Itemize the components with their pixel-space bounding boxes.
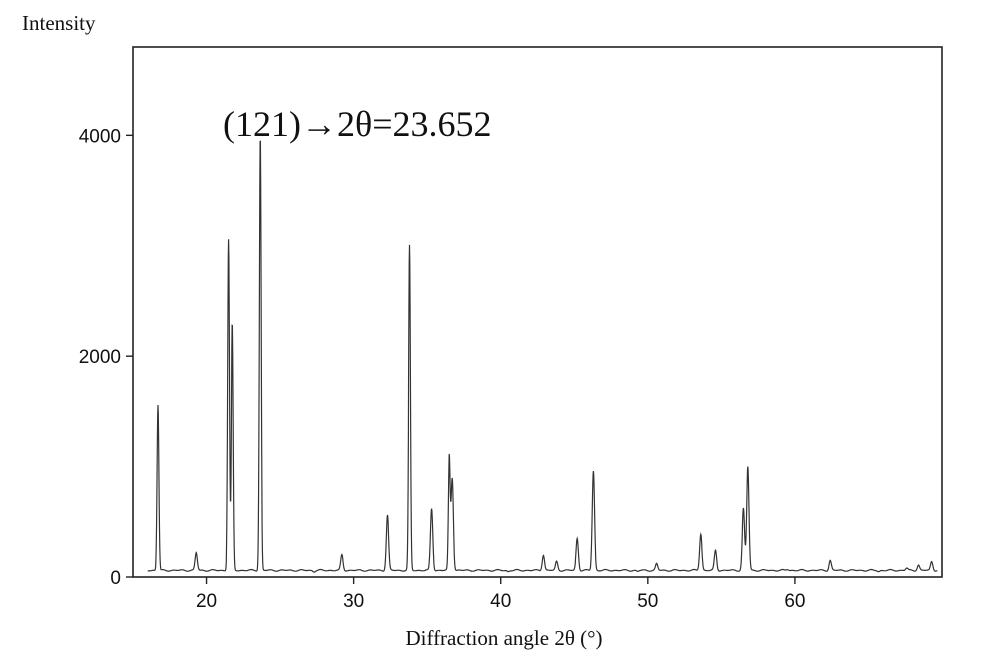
diffraction-pattern-line (147, 140, 938, 573)
y-tick-label: 4000 (79, 126, 121, 147)
x-axis-ticks: 20 30 40 50 60 (196, 577, 805, 612)
y-tick-label: 2000 (79, 347, 121, 368)
x-axis-label: Diffraction angle 2θ (°) (405, 626, 602, 650)
x-tick-label: 40 (490, 591, 511, 612)
y-axis-ticks: 0 2000 4000 (79, 126, 133, 589)
y-tick-label: 0 (110, 568, 121, 589)
y-axis-label: Intensity (22, 11, 96, 35)
x-tick-label: 50 (637, 591, 658, 612)
x-tick-label: 60 (784, 591, 805, 612)
x-tick-label: 30 (343, 591, 364, 612)
plot-frame (132, 46, 943, 578)
peak-annotation: (121)→2θ=23.652 (223, 104, 492, 144)
x-tick-label: 20 (196, 591, 217, 612)
